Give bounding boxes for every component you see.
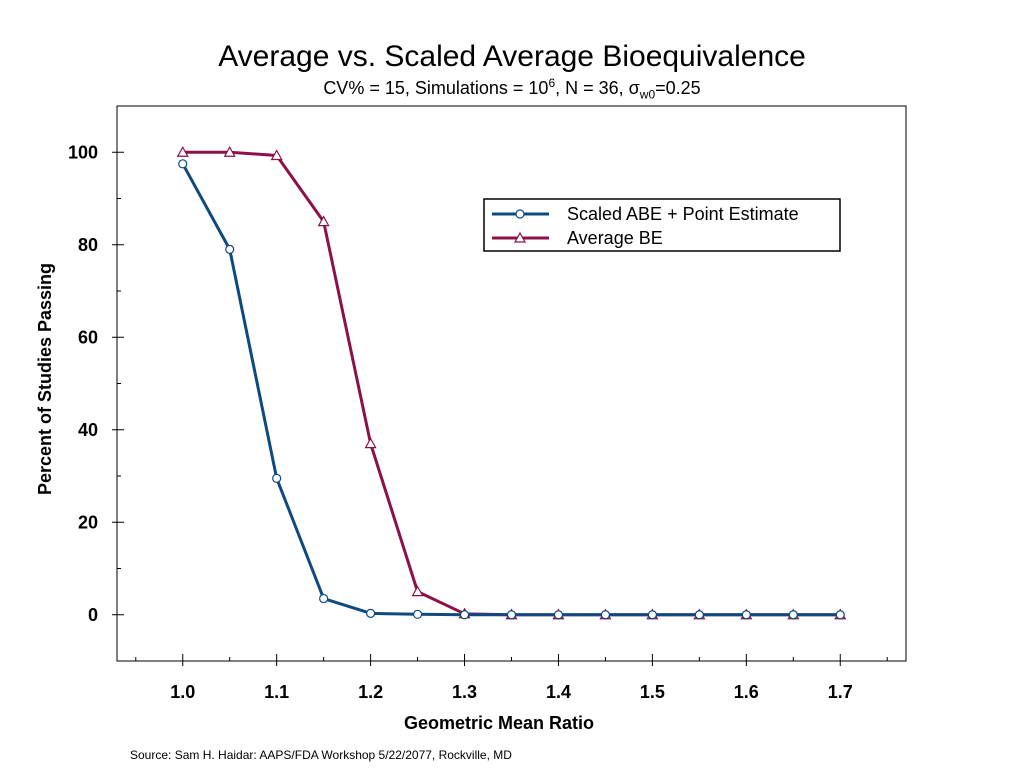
data-point	[225, 244, 235, 254]
legend-box	[483, 198, 841, 252]
x-tick-label: 1.3	[452, 682, 477, 702]
data-point	[600, 610, 611, 620]
data-point	[506, 610, 517, 620]
series-layer	[176, 146, 847, 620]
data-point	[459, 610, 470, 620]
x-tick-label: 1.1	[264, 682, 289, 702]
data-point	[319, 593, 329, 604]
data-point	[270, 149, 283, 161]
x-axis-label: Geometric Mean Ratio	[404, 713, 594, 733]
subtitle-exponent: 6	[548, 76, 556, 90]
x-tick-label: 1.4	[546, 682, 571, 702]
subtitle-sigma-subscript: w0	[639, 87, 656, 102]
y-tick-label: 20	[78, 512, 98, 532]
data-point	[835, 610, 845, 620]
legend: Scaled ABE + Point Estimate Average BE	[483, 198, 841, 252]
x-tick-label: 1.6	[734, 682, 759, 702]
data-point	[366, 608, 376, 618]
chart-title: Average vs. Scaled Average Bioequivalenc…	[218, 40, 806, 73]
x-axis: 1.0 1.1 1.2 1.3 1.4 1.5 1.6 1.7	[135, 654, 888, 702]
x-tick-label: 1.2	[358, 682, 383, 702]
subtitle-sigma: σ	[628, 78, 640, 98]
x-tick-label: 1.7	[828, 682, 853, 702]
legend-label: Scaled ABE + Point Estimate	[567, 204, 799, 224]
data-point	[647, 610, 657, 620]
plot-frame	[116, 105, 907, 662]
y-axis-label: Percent of Studies Passing	[35, 263, 55, 495]
data-point	[411, 585, 424, 597]
data-point	[412, 609, 423, 619]
data-point	[364, 437, 377, 449]
x-tick-label: 1.0	[170, 682, 195, 702]
data-point	[272, 473, 282, 483]
subtitle-prefix: CV% = 15, Simulations = 10	[323, 78, 549, 98]
data-point	[176, 146, 189, 157]
data-point	[694, 610, 704, 620]
y-tick-label: 40	[78, 420, 98, 440]
source-note: Source: Sam H. Haidar: AAPS/FDA Workshop…	[130, 748, 512, 762]
x-tick-label: 1.5	[640, 682, 665, 702]
data-point	[317, 215, 330, 227]
y-tick-label: 0	[88, 605, 98, 625]
y-tick-label: 100	[68, 142, 98, 162]
chart-subtitle: CV% = 15, Simulations = 106, N = 36, σw0…	[0, 76, 1024, 102]
data-point	[223, 146, 236, 157]
y-tick-label: 60	[78, 327, 98, 347]
legend-label: Average BE	[567, 228, 663, 248]
y-tick-label: 80	[78, 235, 98, 255]
data-point	[178, 159, 188, 169]
legend-marker	[515, 209, 525, 219]
legend-marker	[513, 231, 527, 243]
subtitle-suffix: =0.25	[655, 78, 701, 98]
subtitle-middle: , N = 36,	[555, 78, 629, 98]
y-axis: 0 20 40 60 80 100	[68, 142, 124, 625]
data-point	[553, 610, 564, 620]
data-point	[788, 610, 798, 620]
series-scaled-abe	[178, 159, 845, 620]
data-point	[741, 610, 751, 620]
